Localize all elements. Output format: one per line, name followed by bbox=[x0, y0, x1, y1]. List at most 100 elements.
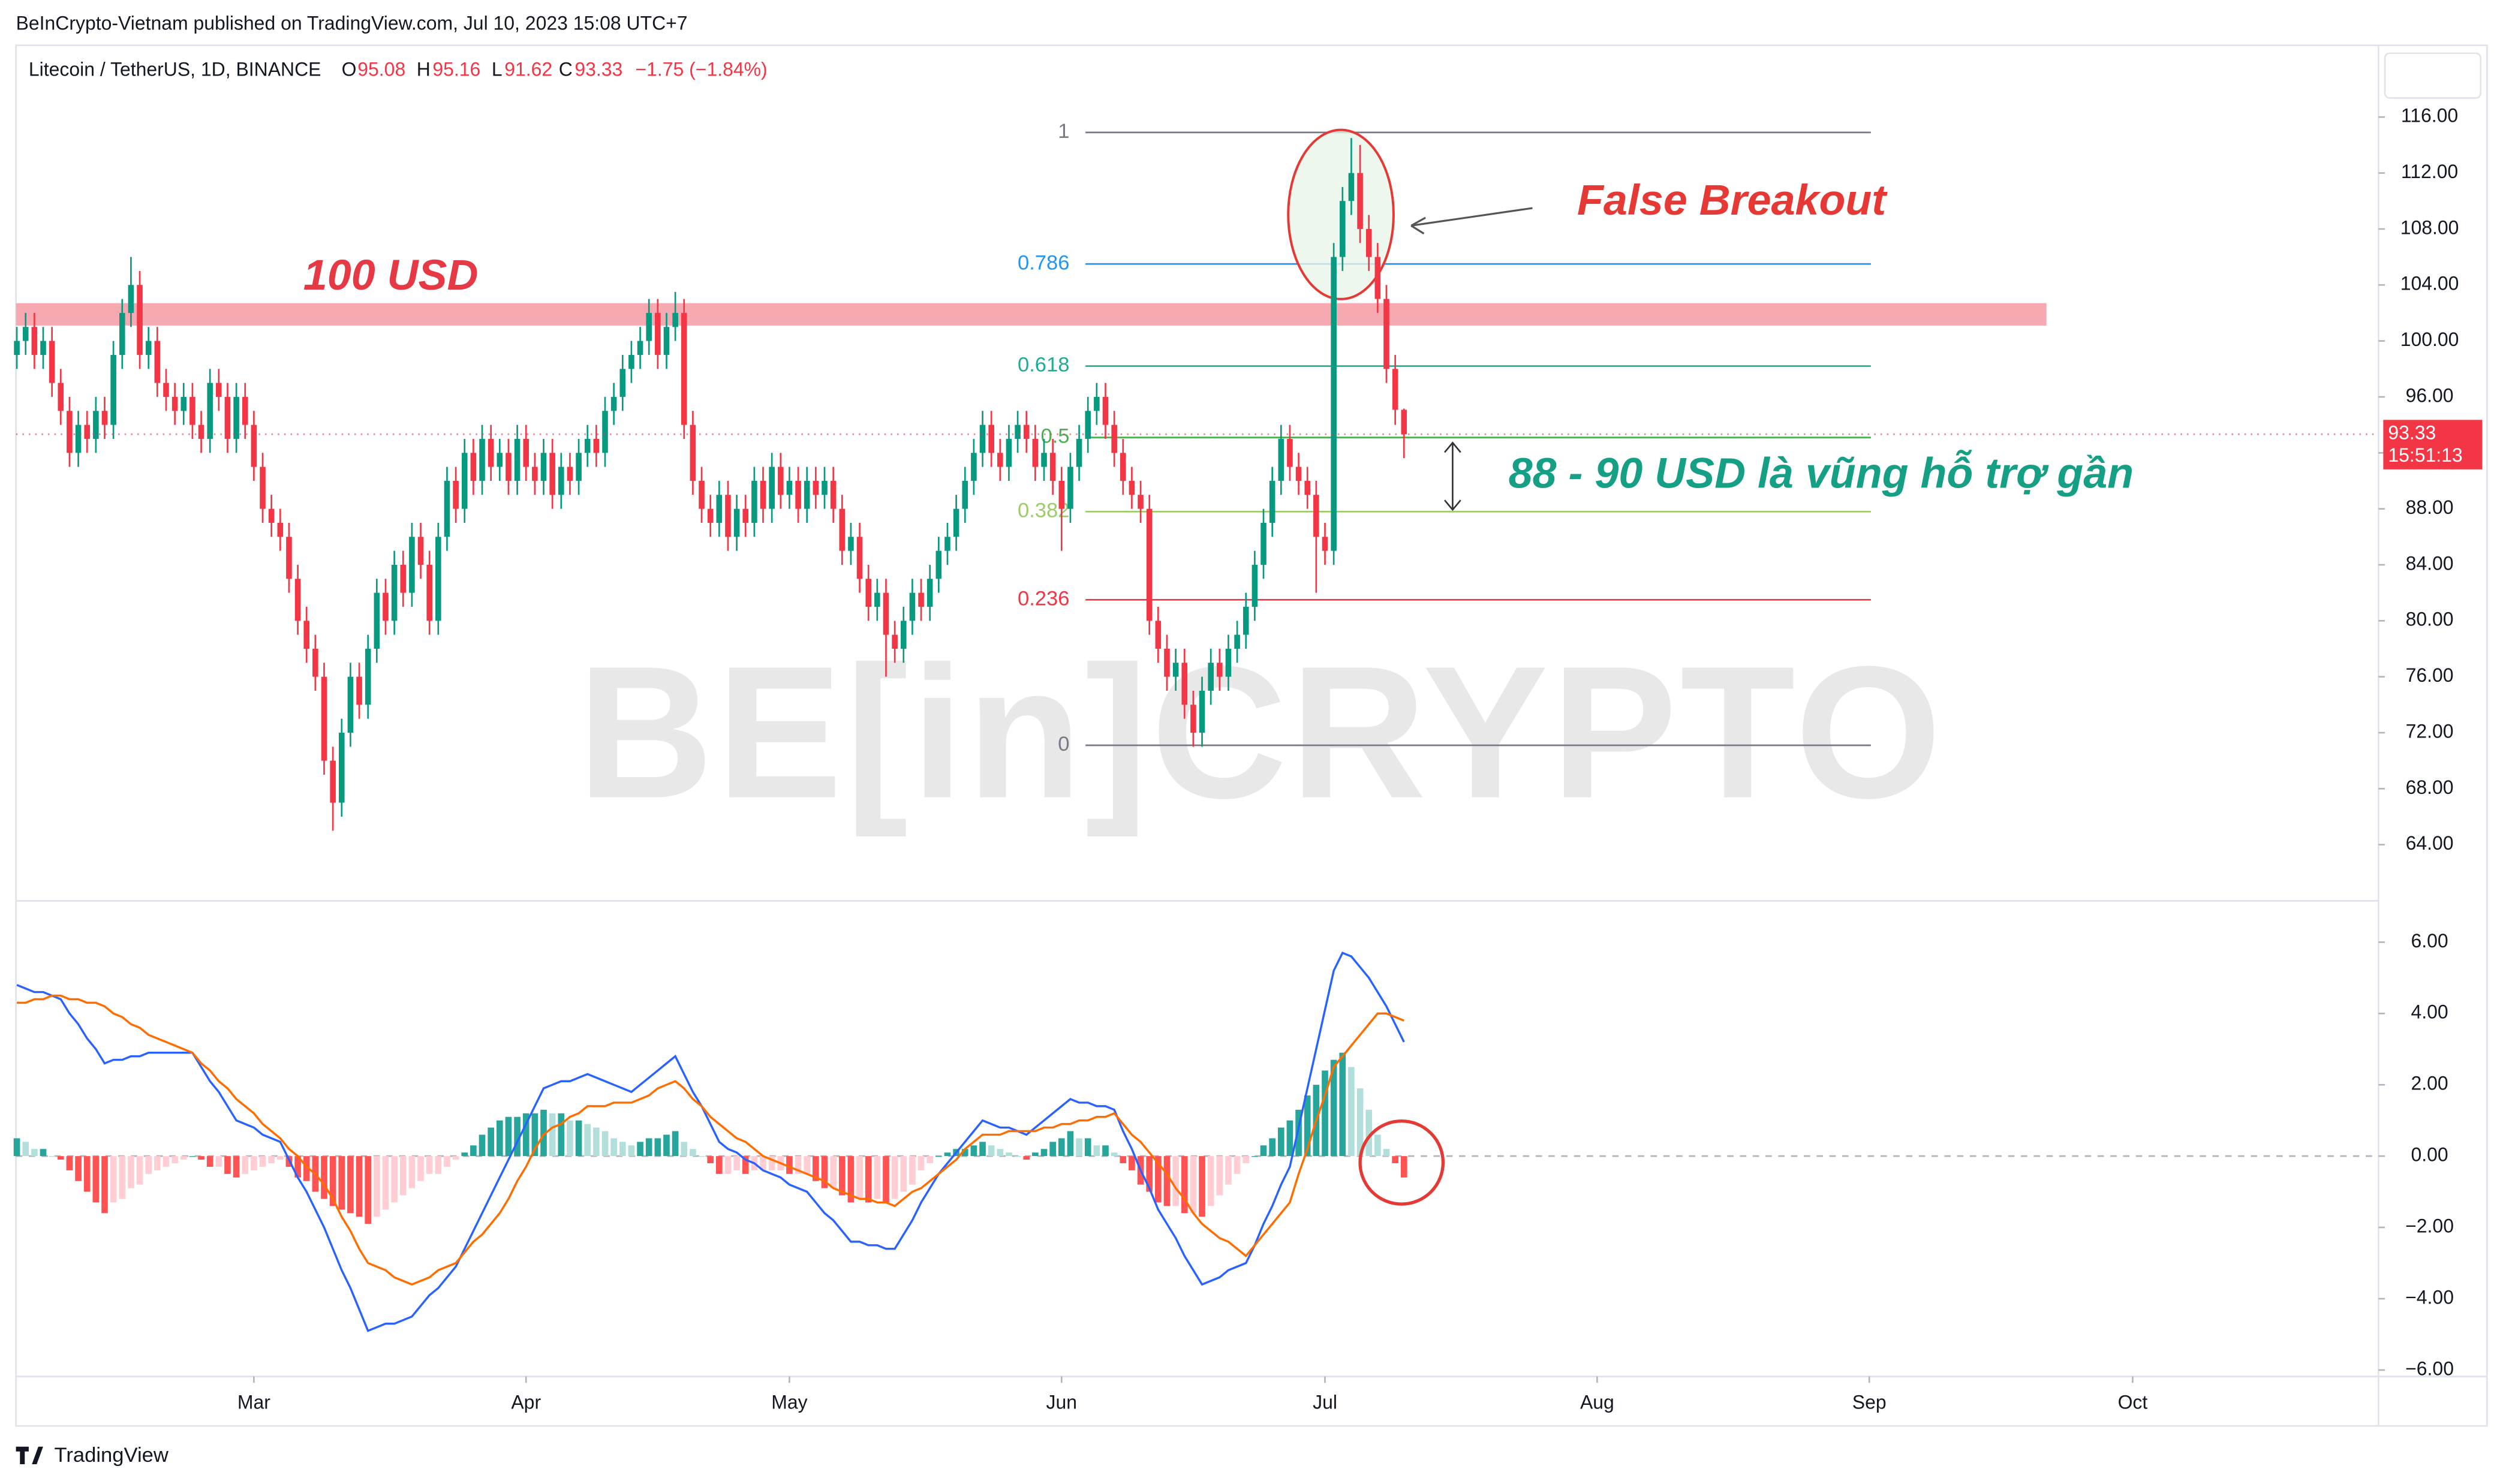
histogram-bar bbox=[628, 1145, 635, 1157]
change: −1.75 (−1.84%) bbox=[635, 59, 767, 80]
candle-body bbox=[523, 438, 530, 467]
candle-body bbox=[1401, 410, 1407, 435]
histogram-bar bbox=[619, 1142, 626, 1157]
candle-body bbox=[101, 411, 108, 425]
histogram-bar bbox=[356, 1156, 363, 1217]
histogram-bar bbox=[979, 1142, 986, 1157]
candle-body bbox=[997, 453, 1003, 467]
histogram-bar bbox=[303, 1156, 310, 1181]
histogram-bar bbox=[584, 1124, 591, 1157]
histogram-bar bbox=[1277, 1127, 1284, 1157]
candle-body bbox=[619, 369, 626, 397]
candle-body bbox=[242, 396, 248, 425]
histogram-bar bbox=[92, 1156, 100, 1203]
candle-body bbox=[848, 537, 854, 551]
histogram-bar bbox=[329, 1156, 336, 1206]
candle-body bbox=[672, 312, 678, 327]
histogram-bar bbox=[1032, 1152, 1039, 1157]
candle-body bbox=[725, 495, 731, 537]
candle-body bbox=[1023, 425, 1030, 439]
candle-body bbox=[268, 508, 275, 523]
candle-body bbox=[1015, 425, 1021, 439]
histogram-bar bbox=[1102, 1145, 1109, 1157]
histogram-bar bbox=[1049, 1142, 1056, 1157]
candle-body bbox=[470, 453, 477, 481]
macd-line bbox=[16, 951, 1405, 1332]
candle-body bbox=[198, 425, 204, 439]
histogram-bar bbox=[1014, 1156, 1021, 1157]
candle-body bbox=[1172, 663, 1179, 677]
histogram-bar bbox=[145, 1156, 152, 1174]
candle-body bbox=[40, 341, 46, 355]
histogram-bar bbox=[698, 1156, 705, 1157]
candle-body bbox=[1260, 522, 1266, 565]
x-tick-label: Jul bbox=[1313, 1391, 1337, 1413]
candle-body bbox=[1049, 453, 1056, 481]
ohlc-label: H bbox=[417, 59, 431, 80]
y-tick-label: 0.00 bbox=[2411, 1144, 2448, 1166]
histogram-bar bbox=[1304, 1095, 1311, 1157]
fib-label: 1 bbox=[1058, 120, 1069, 143]
histogram-bar bbox=[57, 1156, 64, 1160]
histogram-bar bbox=[961, 1149, 968, 1157]
y-tick-label: 108.00 bbox=[2400, 216, 2459, 238]
candle-body bbox=[540, 453, 547, 481]
histogram-bar bbox=[1163, 1156, 1171, 1206]
candle-body bbox=[1181, 663, 1188, 705]
histogram-bar bbox=[13, 1138, 20, 1157]
candle-body bbox=[1199, 690, 1205, 733]
legend: Litecoin / TetherUS, 1D, BINANCE O 95.08… bbox=[29, 59, 768, 80]
histogram-bar bbox=[514, 1116, 521, 1157]
histogram-circle bbox=[1358, 1119, 1445, 1206]
candle-body bbox=[488, 438, 494, 467]
candle-body bbox=[1225, 648, 1232, 677]
histogram-bar bbox=[690, 1149, 696, 1157]
histogram-bar bbox=[1199, 1156, 1205, 1217]
candle-body bbox=[1304, 480, 1311, 495]
histogram-bar bbox=[1339, 1052, 1346, 1157]
histogram-bar bbox=[172, 1156, 178, 1164]
histogram-bar bbox=[215, 1156, 222, 1167]
candle-body bbox=[822, 480, 828, 495]
y-tick-label: 116.00 bbox=[2401, 105, 2458, 127]
histogram-bar bbox=[1286, 1120, 1293, 1157]
false-breakout-label: False Breakout bbox=[1577, 176, 1888, 224]
candle-body bbox=[1146, 508, 1153, 621]
histogram-bar bbox=[1207, 1156, 1214, 1206]
candle-body bbox=[610, 396, 617, 411]
candle-body bbox=[690, 425, 696, 481]
candle-body bbox=[1313, 495, 1319, 537]
candle-body bbox=[1357, 173, 1363, 229]
x-tick-label: Sep bbox=[1852, 1391, 1887, 1413]
y-tick-label: 68.00 bbox=[2406, 776, 2454, 798]
candle-body bbox=[576, 453, 582, 481]
settings-button[interactable] bbox=[2384, 52, 2482, 99]
candle-body bbox=[935, 550, 942, 579]
y-tick-label: −2.00 bbox=[2405, 1215, 2454, 1237]
y-tick-label: −6.00 bbox=[2405, 1357, 2454, 1379]
candle-body bbox=[918, 592, 924, 607]
histogram-bar bbox=[1252, 1156, 1258, 1157]
candle-body bbox=[593, 438, 600, 453]
histogram-bar bbox=[567, 1120, 573, 1157]
candle-body bbox=[944, 537, 950, 551]
histogram-bar bbox=[891, 1156, 898, 1199]
histogram-bar bbox=[40, 1149, 47, 1157]
histogram-bar bbox=[522, 1113, 530, 1157]
range-arrow-heads bbox=[1444, 441, 1461, 511]
y-tick-label: 88.00 bbox=[2406, 496, 2454, 518]
histogram-bar bbox=[742, 1156, 749, 1174]
histogram-bar bbox=[259, 1156, 266, 1167]
candle-body bbox=[286, 537, 292, 579]
candle-body bbox=[926, 579, 933, 607]
histogram-bar bbox=[707, 1156, 714, 1164]
arrow-head bbox=[1410, 216, 1426, 235]
histogram-bar bbox=[1076, 1138, 1082, 1157]
y-tick-label: 6.00 bbox=[2411, 930, 2448, 952]
histogram-bar bbox=[1146, 1156, 1153, 1192]
candle-body bbox=[479, 438, 485, 481]
candle-body bbox=[172, 396, 178, 411]
